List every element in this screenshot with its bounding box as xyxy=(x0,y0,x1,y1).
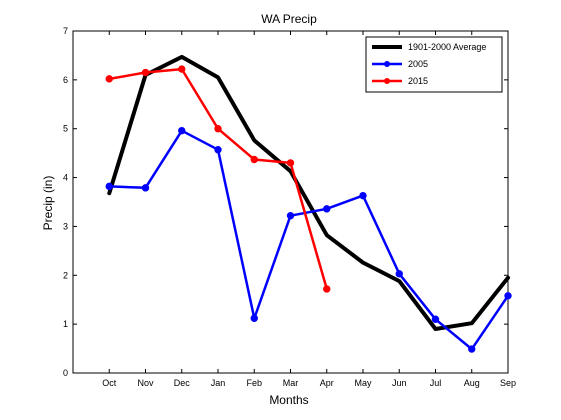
series-1 xyxy=(107,54,510,331)
x-tick-label: Nov xyxy=(137,378,154,388)
data-point xyxy=(504,292,512,300)
data-point xyxy=(250,314,258,322)
data-point xyxy=(141,68,150,77)
x-tick-label: May xyxy=(354,378,372,388)
data-point xyxy=(468,345,476,353)
x-tick-label: Jun xyxy=(392,378,407,388)
data-point xyxy=(178,126,186,135)
y-tick-label: 7 xyxy=(63,26,68,36)
data-point xyxy=(105,182,113,191)
x-tick-label: Sep xyxy=(500,378,516,388)
legend: 1901-2000 Average 2005 2015 xyxy=(365,36,503,93)
y-tick-label: 2 xyxy=(63,270,68,280)
data-point xyxy=(395,270,403,278)
legend-entry: 2005 xyxy=(372,59,428,69)
legend-label: 2005 xyxy=(408,59,428,69)
y-tick-label: 6 xyxy=(63,75,68,85)
data-point xyxy=(214,146,222,154)
legend-entry: 2015 xyxy=(372,76,428,86)
legend-label: 1901-2000 Average xyxy=(408,42,486,52)
chart-title: WA Precip xyxy=(261,12,317,26)
x-tick-label: Dec xyxy=(174,378,191,388)
series-line xyxy=(107,54,510,331)
series-3 xyxy=(105,65,331,293)
series-2 xyxy=(105,126,512,353)
data-point xyxy=(323,285,331,293)
x-tick-label: Mar xyxy=(283,378,299,388)
y-tick-label: 5 xyxy=(63,124,68,134)
y-axis-label: Precip (in) xyxy=(41,176,55,231)
series-layer xyxy=(105,54,512,353)
axes: Oct Nov Dec Jan Feb Mar Apr May Jun Jul Aug Sep 0 1 2 3… xyxy=(63,26,516,388)
series-line xyxy=(108,129,510,351)
y-tick-label: 4 xyxy=(63,173,68,183)
legend-marker xyxy=(384,78,390,84)
data-point xyxy=(286,211,295,220)
data-point xyxy=(323,205,331,213)
data-point xyxy=(178,65,186,73)
legend-marker xyxy=(384,61,390,67)
data-point xyxy=(141,184,150,192)
data-point xyxy=(250,155,258,164)
y-tick-label: 3 xyxy=(63,221,68,231)
x-tick-label: Jul xyxy=(430,378,442,388)
x-tick-label: Feb xyxy=(246,378,262,388)
data-point xyxy=(105,75,113,83)
data-point xyxy=(286,159,295,167)
data-point xyxy=(431,315,440,323)
x-tick-label: Aug xyxy=(464,378,480,388)
x-tick-label: Apr xyxy=(320,378,334,388)
data-point xyxy=(359,191,367,200)
legend-label: 2015 xyxy=(408,76,428,86)
legend-entry: 1901-2000 Average xyxy=(372,42,486,52)
x-tick-label: Oct xyxy=(102,378,117,388)
x-axis-label: Months xyxy=(269,393,308,407)
data-point xyxy=(214,125,222,133)
y-tick-label: 1 xyxy=(63,319,68,329)
y-tick-label: 0 xyxy=(63,368,68,378)
x-tick-label: Jan xyxy=(211,378,226,388)
